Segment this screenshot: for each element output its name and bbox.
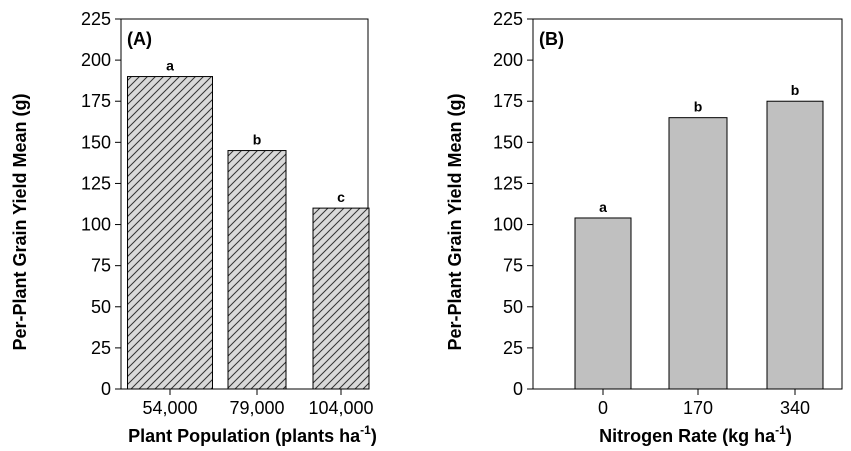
panel-a: 0 25 50 75 100 125 150 175 200 225 a 54,000 b 79,000 c… xyxy=(10,9,377,446)
y-tick-label: 100 xyxy=(81,215,111,235)
y-tick-label: 75 xyxy=(503,256,523,276)
y-tick-label: 125 xyxy=(493,173,523,193)
x-tick-label: 104,000 xyxy=(308,398,373,418)
y-tick-label: 200 xyxy=(493,50,523,70)
y-tick-label: 75 xyxy=(91,256,111,276)
y-tick-label: 200 xyxy=(81,50,111,70)
y-tick-label: 100 xyxy=(493,215,523,235)
y-axis-title: Per-Plant Grain Yield Mean (g) xyxy=(445,93,465,350)
x-tick-label: 79,000 xyxy=(229,398,284,418)
x-tick-label: 54,000 xyxy=(142,398,197,418)
bar xyxy=(574,217,632,390)
y-tick-label: 25 xyxy=(91,338,111,358)
x-axis-title-superscript: -1 xyxy=(775,423,786,437)
panel-label: (A) xyxy=(127,29,152,49)
bar xyxy=(668,117,728,390)
panel-b: 0 25 50 75 100 125 150 175 200 225 a 0 b 170 b 340 (B) Ni… xyxy=(445,9,843,446)
x-tick-label: 0 xyxy=(598,398,608,418)
y-tick-label: 150 xyxy=(493,132,523,152)
y-tick-label: 0 xyxy=(513,379,523,399)
x-axis-title-end: ) xyxy=(371,426,377,446)
x-axis-title-superscript: -1 xyxy=(360,423,371,437)
bar-significance-letter: b xyxy=(791,82,800,98)
bar-significance-letter: a xyxy=(599,199,607,215)
y-axis-title: Per-Plant Grain Yield Mean (g) xyxy=(10,93,30,350)
y-tick-label: 50 xyxy=(91,297,111,317)
bar xyxy=(312,207,370,390)
bar-significance-letter: b xyxy=(694,99,703,115)
x-tick-label: 340 xyxy=(780,398,810,418)
y-tick-label: 175 xyxy=(81,91,111,111)
bar xyxy=(766,100,824,390)
bar xyxy=(227,150,287,390)
y-tick-label: 225 xyxy=(493,9,523,29)
x-tick-label: 170 xyxy=(683,398,713,418)
x-axis-title: Plant Population (plants ha-1) xyxy=(128,423,377,446)
y-tick-label: 25 xyxy=(503,338,523,358)
x-axis-title-end: ) xyxy=(786,426,792,446)
x-axis-title-main: Nitrogen Rate (kg ha xyxy=(599,426,776,446)
y-tick-label: 150 xyxy=(81,132,111,152)
y-tick-label: 50 xyxy=(503,297,523,317)
y-tick-label: 0 xyxy=(101,379,111,399)
bar-significance-letter: a xyxy=(166,58,174,74)
bar-significance-letter: b xyxy=(253,132,262,148)
panel-label: (B) xyxy=(539,29,564,49)
x-axis-title-main: Plant Population (plants ha xyxy=(128,426,361,446)
y-tick-label: 175 xyxy=(493,91,523,111)
x-axis-title: Nitrogen Rate (kg ha-1) xyxy=(599,423,792,446)
bar-significance-letter: c xyxy=(337,189,345,205)
y-tick-label: 225 xyxy=(81,9,111,29)
bar xyxy=(127,76,213,390)
y-tick-label: 125 xyxy=(81,173,111,193)
